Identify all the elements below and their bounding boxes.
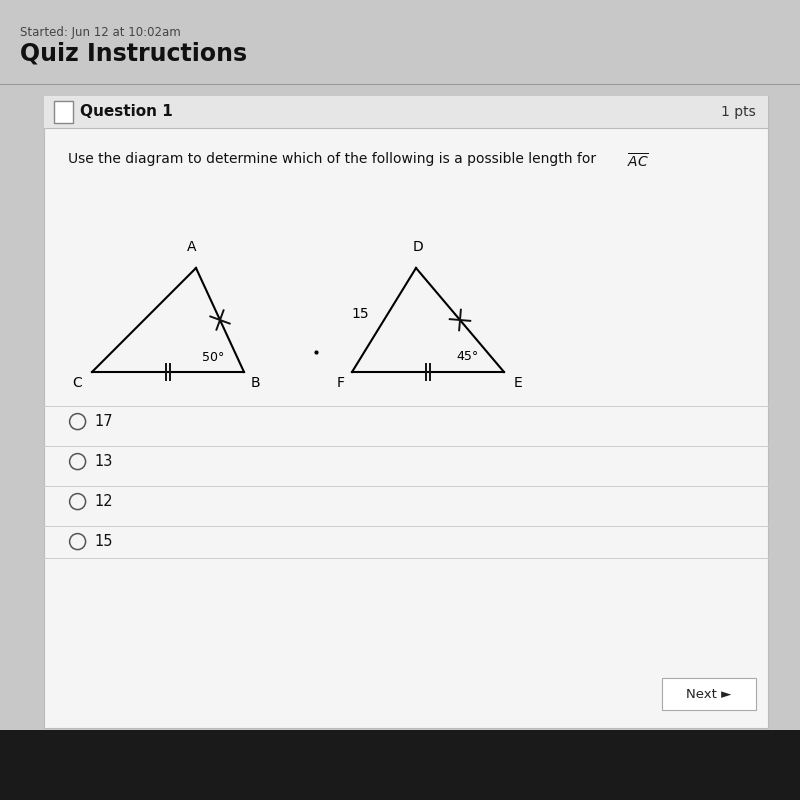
FancyBboxPatch shape: [662, 678, 756, 710]
Text: 15: 15: [94, 534, 113, 549]
Text: E: E: [514, 376, 522, 390]
Text: 13: 13: [94, 454, 113, 469]
FancyBboxPatch shape: [0, 730, 800, 800]
Text: C: C: [73, 376, 82, 390]
FancyBboxPatch shape: [44, 96, 768, 128]
Text: Next ►: Next ►: [686, 688, 731, 701]
Text: 45°: 45°: [456, 350, 478, 363]
Text: 15: 15: [351, 306, 369, 321]
FancyBboxPatch shape: [44, 96, 768, 728]
FancyBboxPatch shape: [54, 101, 73, 123]
Text: Started: Jun 12 at 10:02am: Started: Jun 12 at 10:02am: [20, 26, 181, 38]
Text: $\overline{AC}$: $\overline{AC}$: [627, 152, 649, 170]
Text: Use the diagram to determine which of the following is a possible length for: Use the diagram to determine which of th…: [68, 152, 601, 166]
Text: Question 1: Question 1: [80, 105, 173, 119]
Text: 17: 17: [94, 414, 113, 429]
Text: F: F: [337, 376, 345, 390]
Text: D: D: [412, 239, 423, 254]
Text: 1 pts: 1 pts: [722, 105, 756, 119]
Text: Quiz Instructions: Quiz Instructions: [20, 42, 247, 66]
Text: A: A: [187, 239, 197, 254]
Text: B: B: [250, 376, 260, 390]
Text: 12: 12: [94, 494, 113, 509]
Text: 50°: 50°: [202, 351, 225, 364]
